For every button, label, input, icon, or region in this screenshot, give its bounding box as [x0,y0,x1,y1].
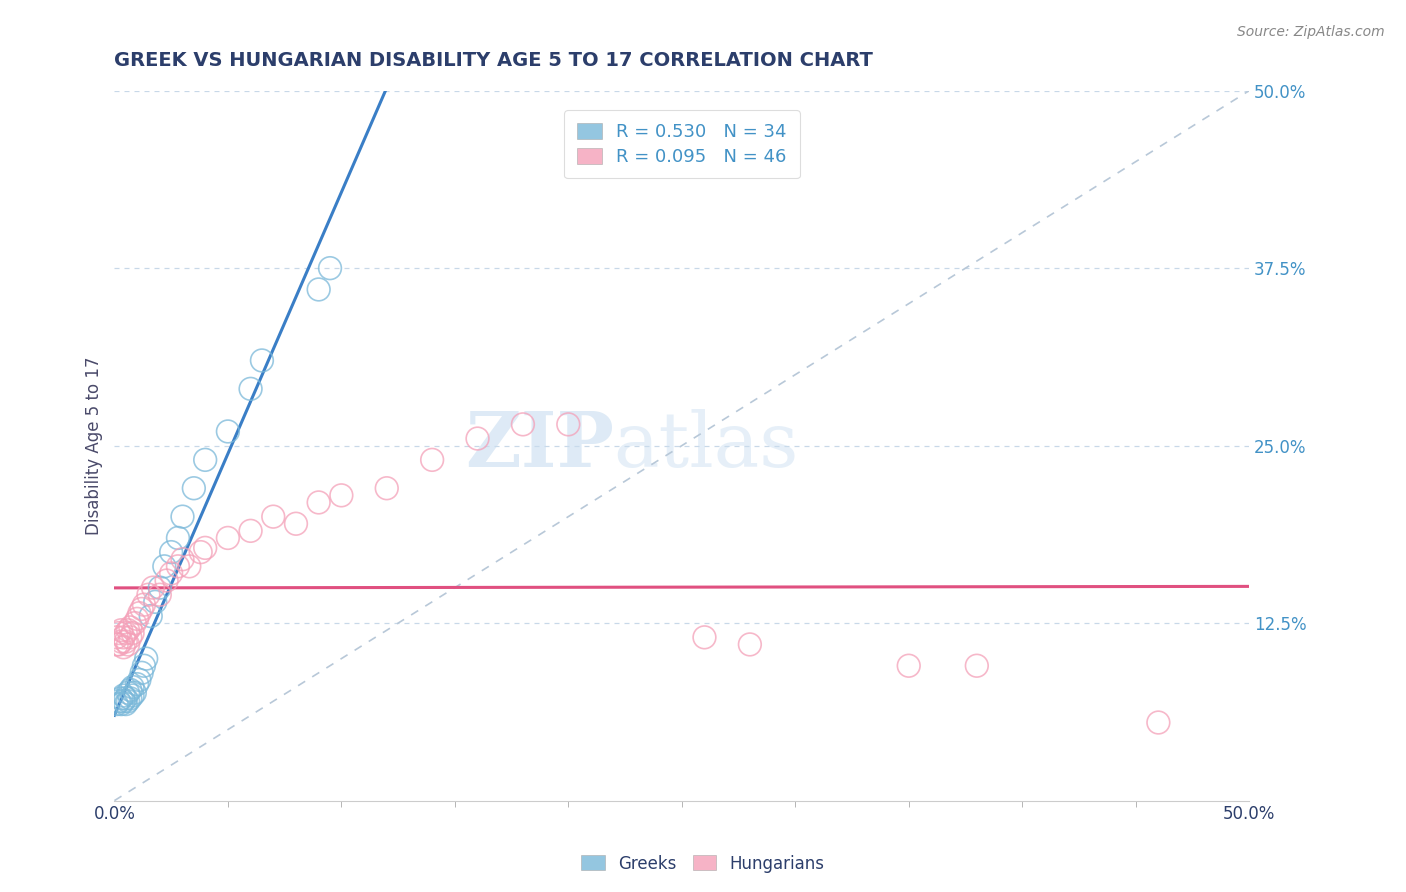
Text: GREEK VS HUNGARIAN DISABILITY AGE 5 TO 17 CORRELATION CHART: GREEK VS HUNGARIAN DISABILITY AGE 5 TO 1… [114,51,873,70]
Y-axis label: Disability Age 5 to 17: Disability Age 5 to 17 [86,357,103,535]
Legend: R = 0.530   N = 34, R = 0.095   N = 46: R = 0.530 N = 34, R = 0.095 N = 46 [564,111,800,178]
Text: ZIP: ZIP [465,409,613,483]
Legend: Greeks, Hungarians: Greeks, Hungarians [575,848,831,880]
Text: Source: ZipAtlas.com: Source: ZipAtlas.com [1237,25,1385,39]
Text: atlas: atlas [613,409,799,483]
